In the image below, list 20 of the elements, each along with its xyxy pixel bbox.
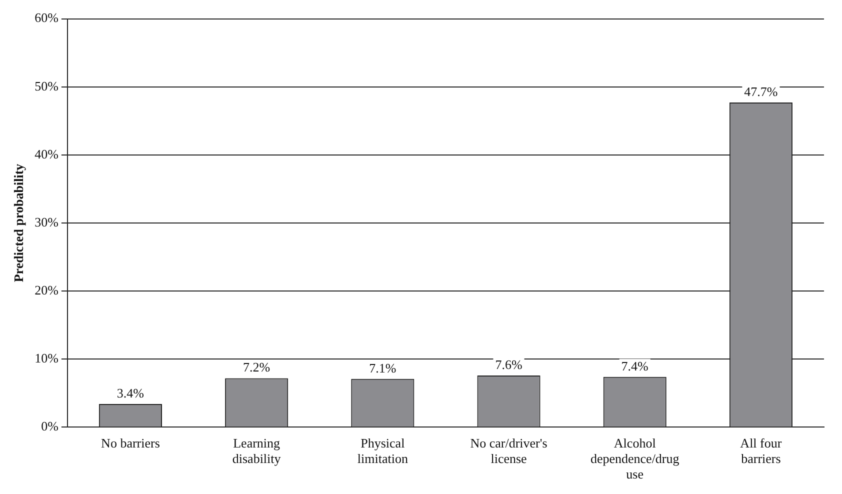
- data-label: 7.4%: [621, 358, 649, 374]
- x-tick-label: Learning disability: [232, 435, 282, 466]
- data-label: 7.2%: [243, 360, 270, 375]
- y-tick-label: 30%: [34, 214, 59, 230]
- y-tick-label: 40%: [34, 146, 59, 162]
- data-label: 47.7%: [744, 84, 778, 99]
- y-tick-label: 20%: [34, 282, 59, 298]
- data-label: 7.1%: [369, 360, 396, 376]
- data-label: 7.6%: [495, 356, 522, 372]
- y-axis-title: Predicted probability: [11, 163, 26, 282]
- x-tick-label: Physical limitation: [357, 435, 408, 466]
- y-tick-label: 0%: [41, 418, 59, 434]
- y-tick-label: 50%: [34, 78, 59, 94]
- x-tick-label: No barriers: [101, 435, 160, 450]
- x-tick-label: Alcohol dependence/drug use: [590, 435, 680, 482]
- data-label: 3.4%: [116, 385, 144, 400]
- x-tick-label: All four barriers: [740, 435, 782, 466]
- y-tick-label: 10%: [34, 350, 59, 366]
- y-tick-label: 60%: [34, 10, 59, 26]
- x-tick-label: No car/driver's license: [470, 435, 548, 466]
